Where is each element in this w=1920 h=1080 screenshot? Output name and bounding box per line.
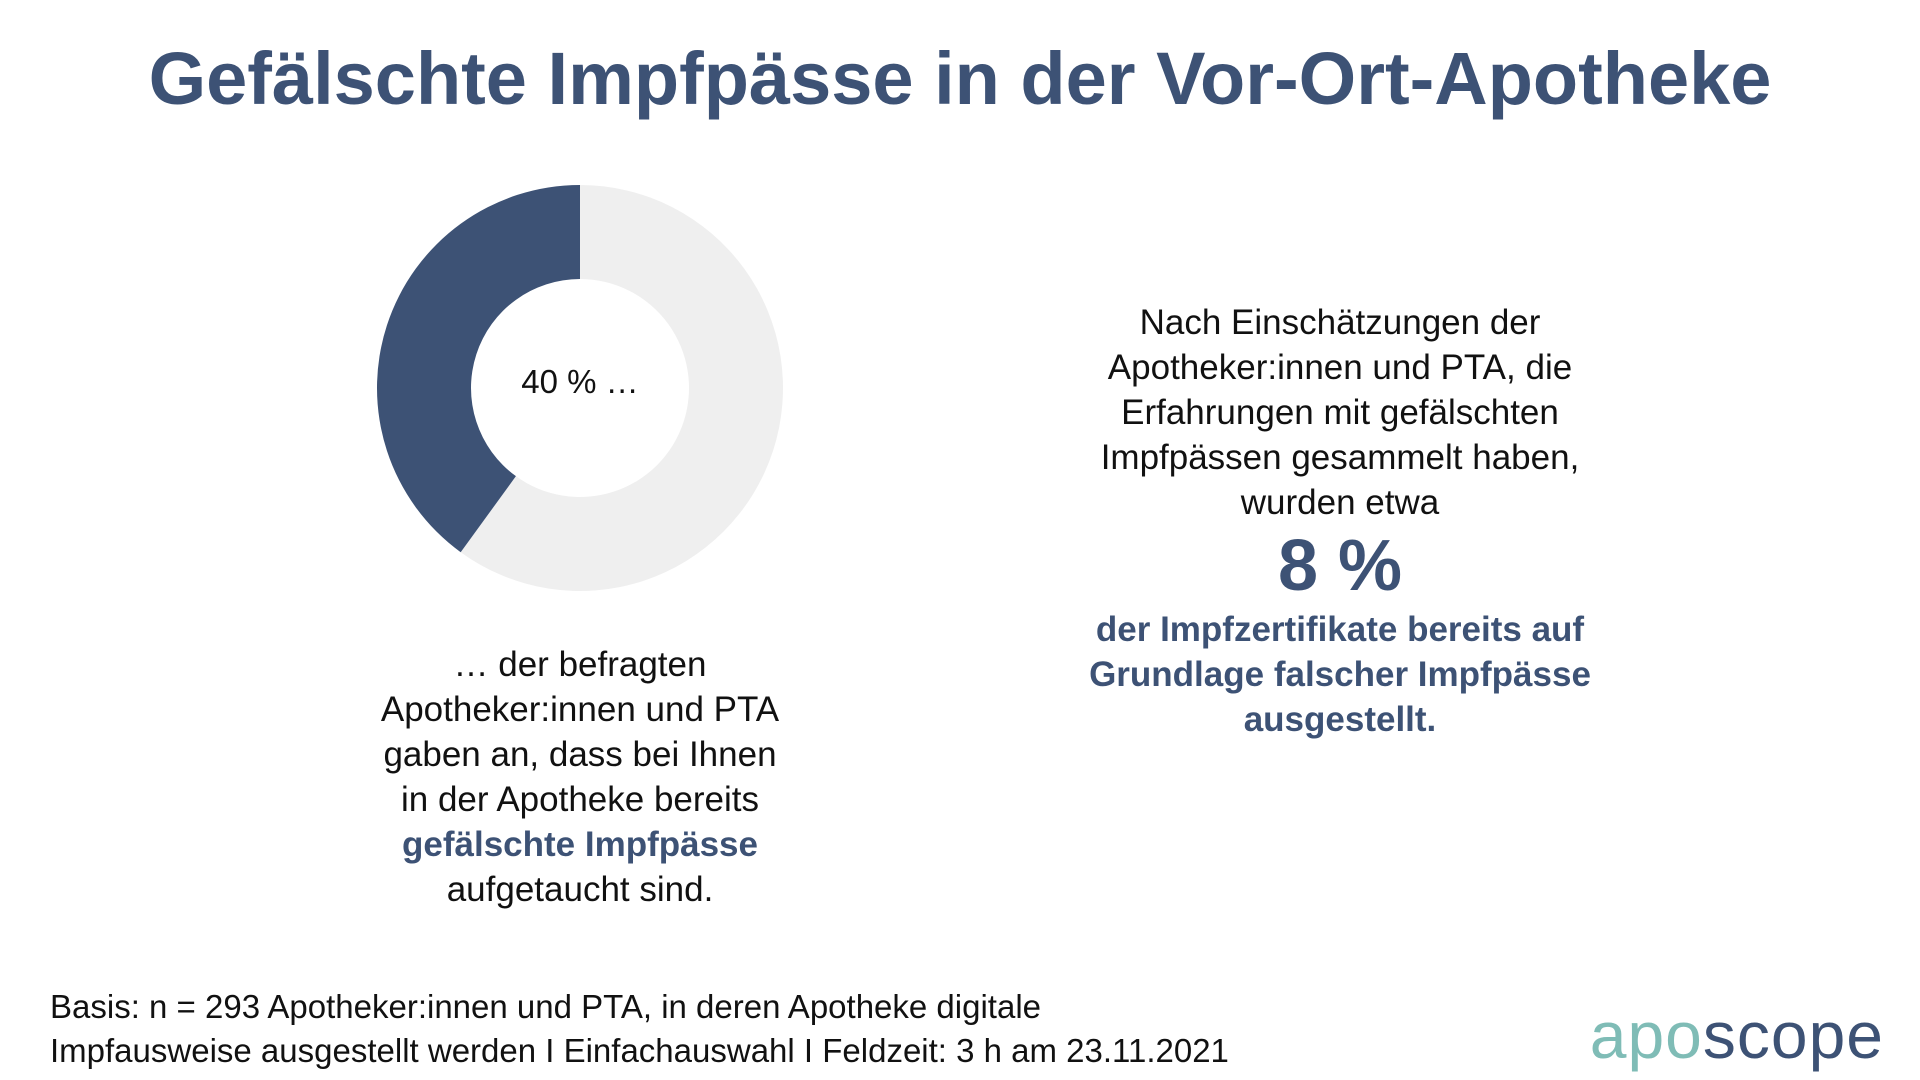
left-text-highlight: gefälschte Impfpässe [402, 825, 758, 864]
footer-basis: Basis: n = 293 Apotheker:innen und PTA, … [50, 985, 1450, 1073]
right-text-line: Erfahrungen mit gefälschten [1121, 393, 1559, 432]
right-text-highlight: Grundlage falscher Impfpässe [1089, 655, 1591, 694]
right-text-highlight: ausgestellt. [1243, 700, 1437, 739]
right-description: Nach Einschätzungen der Apotheker:innen … [1020, 300, 1660, 742]
aposcope-logo: aposcope [1590, 1000, 1884, 1070]
footer-line: Basis: n = 293 Apotheker:innen und PTA, … [50, 988, 1041, 1025]
right-text-line: wurden etwa [1240, 483, 1440, 522]
footer-line: Impfausweise ausgestellt werden I Einfac… [50, 1032, 1229, 1069]
donut-slice-highlight [377, 185, 580, 553]
right-text-highlight: der Impfzertifikate bereits auf [1095, 610, 1585, 649]
left-text-line: Apotheker:innen und PTA [380, 690, 780, 729]
logo-part-scope: scope [1702, 998, 1884, 1072]
right-text-line: Apotheker:innen und PTA, die [1107, 348, 1573, 387]
donut-chart [377, 185, 784, 591]
logo-part-apo: apo [1589, 998, 1703, 1072]
donut-slice-rest [460, 185, 784, 591]
left-text-line: … der befragten [453, 645, 707, 684]
left-description: … der befragten Apotheker:innen und PTA … [320, 642, 840, 912]
right-text-line: Impfpässen gesammelt haben, [1100, 438, 1580, 477]
left-text-line: gaben an, dass bei Ihnen [383, 735, 777, 774]
big-percentage: 8 % [1277, 526, 1403, 606]
left-text-line: in der Apotheke bereits [400, 780, 759, 819]
donut-center-label: 40 % … [521, 363, 639, 400]
left-text-line: aufgetaucht sind. [446, 870, 714, 909]
page-title: Gefälschte Impfpässe in der Vor-Ort-Apot… [148, 37, 1772, 120]
right-text-line: Nach Einschätzungen der [1139, 303, 1541, 342]
